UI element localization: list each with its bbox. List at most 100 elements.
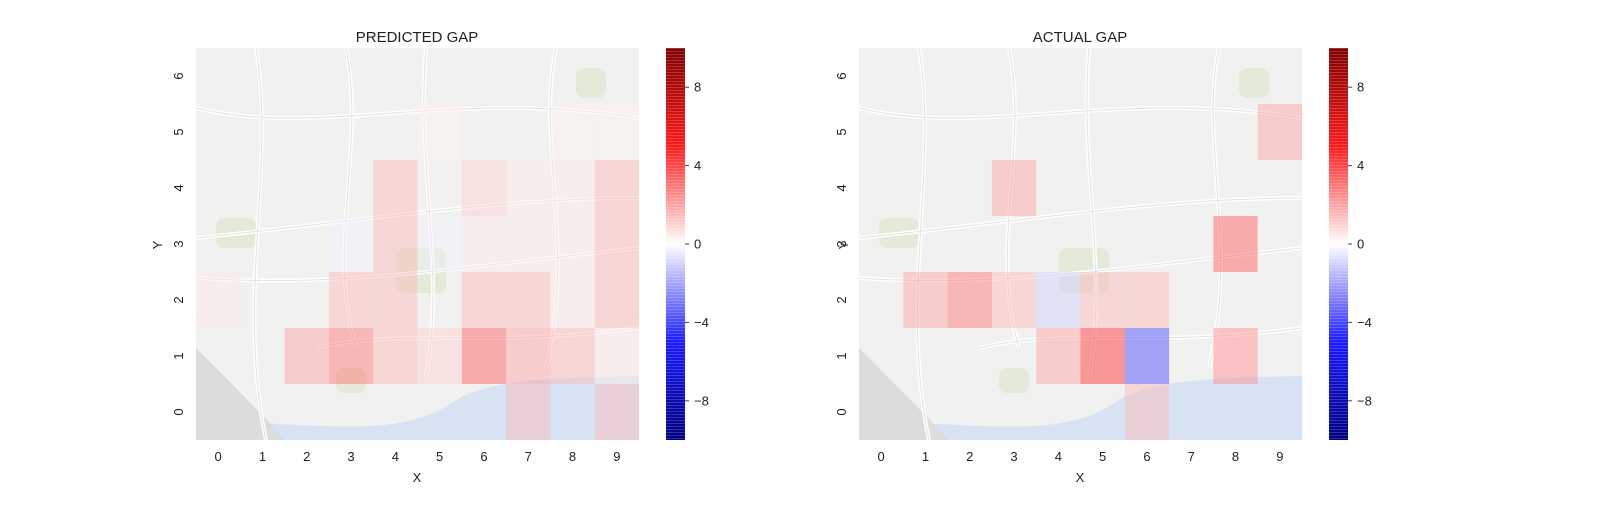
colorbar-tick-label-1: 4 [694,158,701,173]
heatmap-cell-x8-y3 [1213,216,1258,272]
map-street-edge [195,247,640,282]
x-tick-label-2: 2 [966,449,973,464]
heatmap-cell-x9-y3 [594,216,639,272]
heatmap-cell-x9-y0 [594,384,639,440]
heatmap-cell-x6-y0 [1124,384,1170,440]
x-tick-label-1: 1 [259,449,266,464]
map-street-edge [858,107,1303,119]
heatmap-cell-x4-y3 [373,216,418,272]
x-tick-label-7: 7 [1188,449,1195,464]
actual-colorbar-ticks: 8 4 0 −4 −8 [1348,80,1372,408]
heatmap-cell-x6-y4 [461,160,507,216]
y-tick-label-4: 4 [171,184,186,191]
heatmap-cell-x9-y1 [594,328,639,384]
map-street-edge [343,47,357,349]
colorbar-tick-label-3: −4 [1357,315,1372,330]
map-park [336,368,366,393]
map-street-edge [1208,47,1222,369]
predicted-colorbar-stripes [666,48,685,440]
map-street-edge [195,107,640,119]
predicted-heatmap-cells [196,104,639,440]
x-tick-label-5: 5 [1099,449,1106,464]
map-street-edge [916,47,930,441]
heatmap-cell-x9-y4 [594,160,639,216]
heatmap-cell-x4-y2 [373,272,418,328]
heatmap-cell-x4-y1 [373,328,418,384]
map-street-edge [1006,47,1020,349]
heatmap-cell-x5-y3 [417,216,462,272]
y-tick-label-4: 4 [834,184,849,191]
actual-gap-panel: ACTUAL GAP 0 1 2 3 4 5 6 7 8 9 0 1 2 3 4 5 6 X Y 8 4 0 −4 −… [834,29,1372,485]
heatmap-cell-x8-y1 [1213,328,1258,384]
x-tick-label-8: 8 [1232,449,1239,464]
x-tick-label-6: 6 [1143,449,1150,464]
y-tick-label-2: 2 [171,296,186,303]
map-street-edge [858,247,1303,282]
predicted-x-axis-label: X [413,470,422,485]
colorbar-tick-label-4: −8 [694,393,709,408]
map-river [859,376,1302,440]
map-river [196,376,639,440]
heatmap-cell-x6-y2 [1124,272,1170,328]
predicted-x-ticks: 0 1 2 3 4 5 6 7 8 9 [215,449,621,464]
y-tick-label-2: 2 [834,296,849,303]
map-street-edge [253,47,267,441]
actual-colorbar-stripes [1329,48,1348,440]
y-tick-label-0: 0 [171,408,186,415]
x-tick-label-4: 4 [392,449,399,464]
predicted-y-axis-label: Y [150,240,165,249]
colorbar-tick-label-3: −4 [694,315,709,330]
heatmap-cell-x1-y2 [903,272,948,328]
heatmap-cell-x6-y1 [1124,328,1170,384]
heatmap-cell-x8-y2 [550,272,595,328]
heatmap-cell-x3-y3 [328,216,374,272]
heatmap-cell-x5-y5 [417,104,462,160]
map-park [576,68,606,98]
heatmap-cell-x3-y2 [328,272,374,328]
heatmap-cell-x8-y1 [550,328,595,384]
actual-y-ticks: 0 1 2 3 4 5 6 [834,72,849,415]
predicted-gap-title: PREDICTED GAP [356,29,479,46]
map-park [999,368,1029,393]
y-tick-label-5: 5 [171,128,186,135]
heatmap-cell-x7-y3 [506,216,551,272]
heatmap-cell-x8-y5 [550,104,595,160]
x-tick-label-0: 0 [878,449,885,464]
heatmap-cell-x7-y2 [506,272,551,328]
heatmap-cell-x6-y1 [461,328,507,384]
y-tick-label-3: 3 [834,240,849,247]
heatmap-cell-x8-y4 [550,160,595,216]
y-tick-label-6: 6 [171,72,186,79]
heatmap-cell-x9-y5 [594,104,639,160]
heatmap-cell-x8-y3 [550,216,595,272]
x-tick-label-1: 1 [922,449,929,464]
x-tick-label-3: 3 [347,449,354,464]
heatmap-cell-x3-y4 [991,160,1037,216]
x-tick-label-6: 6 [480,449,487,464]
x-tick-label-3: 3 [1010,449,1017,464]
map-street-edge [1086,47,1097,379]
x-tick-label-2: 2 [303,449,310,464]
heatmap-cell-x5-y2 [1080,272,1125,328]
heatmap-cell-x2-y2 [947,272,992,328]
y-tick-label-1: 1 [171,352,186,359]
y-tick-label-0: 0 [834,408,849,415]
map-street-edge [978,327,1303,349]
heatmap-cell-x4-y1 [1036,328,1081,384]
actual-x-ticks: 0 1 2 3 4 5 6 7 8 9 [878,449,1284,464]
heatmap-cell-x3-y2 [991,272,1037,328]
heatmap-cell-x4-y4 [373,160,418,216]
actual-y-axis-label: Y [836,240,851,249]
colorbar-tick-label-2: 0 [1357,237,1364,252]
x-tick-label-7: 7 [525,449,532,464]
y-tick-label-5: 5 [834,128,849,135]
predicted-colorbar: 8 4 0 −4 −8 [666,48,709,440]
heatmap-cell-x4-y2 [1036,272,1081,328]
heatmap-cell-x7-y1 [506,328,551,384]
heatmap-cell-x9-y2 [594,272,639,328]
x-tick-label-9: 9 [1276,449,1283,464]
predicted-y-ticks: 0 1 2 3 4 5 6 [171,72,186,415]
map-street-edge [545,47,559,369]
